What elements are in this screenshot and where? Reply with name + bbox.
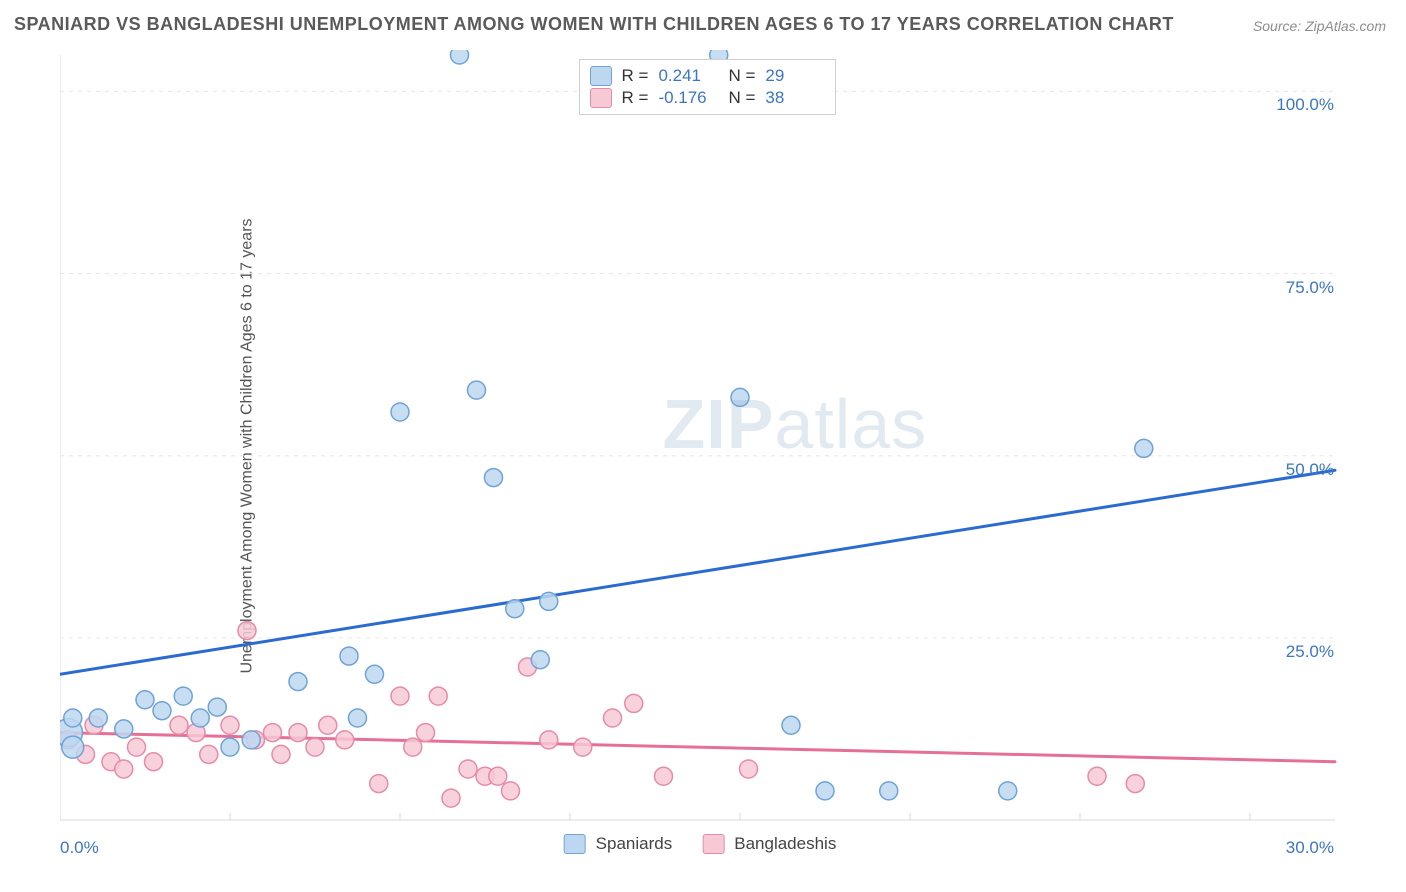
legend-swatch	[590, 66, 612, 86]
x-tick-label: 0.0%	[60, 838, 99, 858]
r-label: R =	[622, 88, 649, 108]
chart-svg	[60, 50, 1340, 830]
series-legend-item: Spaniards	[564, 834, 673, 854]
plot-area: ZIPatlas R =0.241N =29R =-0.176N =38 Spa…	[60, 50, 1340, 830]
y-tick-label: 100.0%	[1276, 95, 1334, 115]
n-value: 38	[765, 88, 825, 108]
n-label: N =	[728, 88, 755, 108]
legend-swatch	[564, 834, 586, 854]
r-value: -0.176	[658, 88, 718, 108]
legend-swatch	[590, 88, 612, 108]
r-label: R =	[622, 66, 649, 86]
series-legend-item: Bangladeshis	[702, 834, 836, 854]
correlation-legend-row: R = 0.241 N = 29	[590, 66, 826, 86]
n-value: 29	[765, 66, 825, 86]
r-value: 0.241	[658, 66, 718, 86]
series-legend: Spaniards Bangladeshis	[564, 834, 837, 854]
source-label: Source: ZipAtlas.com	[1253, 18, 1386, 34]
correlation-legend: R = 0.241 N = 29 R = -0.176 N = 38	[579, 59, 837, 115]
correlation-legend-row: R = -0.176 N = 38	[590, 88, 826, 108]
y-tick-label: 50.0%	[1286, 460, 1334, 480]
n-label: N =	[728, 66, 755, 86]
y-tick-label: 25.0%	[1286, 642, 1334, 662]
series-legend-label: Bangladeshis	[734, 834, 836, 854]
y-tick-label: 75.0%	[1286, 278, 1334, 298]
x-tick-label: 30.0%	[1286, 838, 1334, 858]
chart-title: SPANIARD VS BANGLADESHI UNEMPLOYMENT AMO…	[14, 14, 1174, 35]
legend-swatch	[702, 834, 724, 854]
series-legend-label: Spaniards	[596, 834, 673, 854]
